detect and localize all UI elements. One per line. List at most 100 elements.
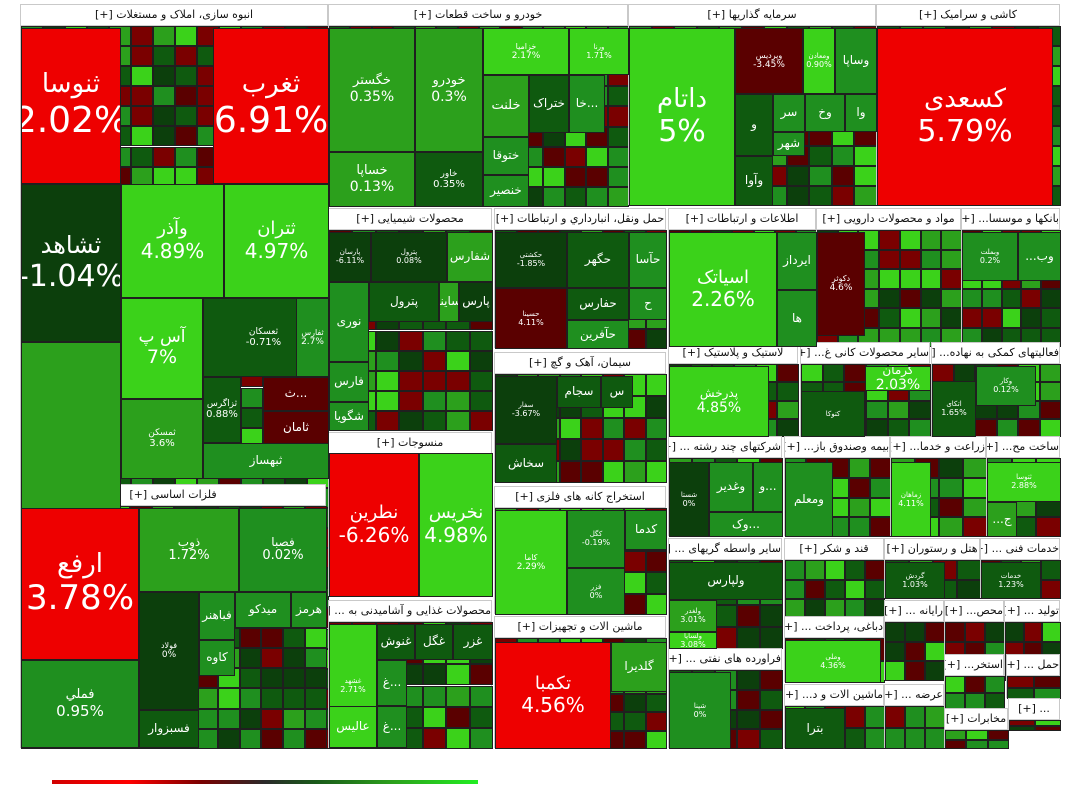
minor-symbol-tile[interactable] <box>375 330 400 351</box>
minor-symbol-tile[interactable] <box>848 458 870 478</box>
minor-symbol-tile[interactable] <box>446 350 470 371</box>
minor-symbol-tile[interactable] <box>925 661 945 681</box>
minor-symbol-tile[interactable] <box>305 728 327 749</box>
minor-symbol-tile[interactable] <box>217 728 240 749</box>
tile-14-8[interactable]: کاوه <box>199 640 235 676</box>
minor-symbol-tile[interactable] <box>469 410 493 431</box>
minor-symbol-tile[interactable] <box>831 146 855 166</box>
minor-symbol-tile[interactable] <box>375 410 400 431</box>
minor-symbol-tile[interactable] <box>985 692 1005 709</box>
minor-symbol-tile[interactable] <box>760 604 783 627</box>
tile-4-2[interactable]: شفارس <box>447 232 493 282</box>
minor-symbol-tile[interactable] <box>581 461 603 483</box>
minor-symbol-tile[interactable] <box>887 400 910 419</box>
tile-9-3[interactable]: سخاش <box>495 444 557 483</box>
minor-symbol-tile[interactable] <box>925 727 945 749</box>
minor-symbol-tile[interactable] <box>175 146 197 167</box>
minor-symbol-tile[interactable] <box>195 728 218 749</box>
minor-symbol-tile[interactable] <box>848 517 870 537</box>
minor-symbol-tile[interactable] <box>1018 418 1040 437</box>
minor-symbol-tile[interactable] <box>909 418 931 437</box>
sector-header[interactable]: محصولات غذایی و آشامیدنی به ... [+] <box>329 601 491 622</box>
tile-5-0[interactable]: حکشتی -1.85% <box>495 232 567 288</box>
minor-symbol-tile[interactable] <box>261 627 284 648</box>
minor-symbol-tile[interactable] <box>905 622 925 642</box>
minor-symbol-tile[interactable] <box>966 739 988 749</box>
sector-header[interactable]: انبوه سازی، املاک و مستغلات [+] <box>21 5 327 26</box>
sector-header[interactable]: مواد و محصولات دارویی [+] <box>817 209 960 230</box>
minor-symbol-tile[interactable] <box>777 364 799 383</box>
tile-24-0[interactable]: گردش 1.03% <box>885 562 945 599</box>
minor-symbol-tile[interactable] <box>1035 725 1061 731</box>
minor-symbol-tile[interactable] <box>845 706 865 728</box>
tile-14-5[interactable]: فباهنر <box>199 592 235 640</box>
minor-symbol-tile[interactable] <box>1007 676 1034 688</box>
sector-header[interactable]: محصولات شیمیایی [+] <box>329 209 491 230</box>
minor-symbol-tile[interactable] <box>283 668 306 689</box>
minor-symbol-tile[interactable] <box>879 288 900 308</box>
minor-symbol-tile[interactable] <box>963 497 987 518</box>
minor-symbol-tile[interactable] <box>399 330 423 351</box>
minor-symbol-tile[interactable] <box>1041 560 1061 580</box>
minor-symbol-tile[interactable] <box>607 166 629 187</box>
minor-symbol-tile[interactable] <box>175 126 197 147</box>
minor-symbol-tile[interactable] <box>241 387 263 408</box>
tile-2-3[interactable]: وساپا <box>835 28 877 94</box>
minor-symbol-tile[interactable] <box>777 418 799 437</box>
minor-symbol-tile[interactable] <box>469 390 493 411</box>
minor-symbol-tile[interactable] <box>777 382 799 401</box>
minor-symbol-tile[interactable] <box>962 288 982 308</box>
minor-symbol-tile[interactable] <box>261 647 284 668</box>
minor-symbol-tile[interactable] <box>446 664 470 686</box>
minor-symbol-tile[interactable] <box>1039 364 1061 383</box>
minor-symbol-tile[interactable] <box>239 668 262 689</box>
minor-symbol-tile[interactable] <box>1021 288 1042 308</box>
tile-8-1[interactable]: ...وب <box>1018 232 1061 281</box>
tile-1-2[interactable]: خساپا 0.13% <box>329 152 415 207</box>
minor-symbol-tile[interactable] <box>175 26 197 47</box>
minor-symbol-tile[interactable] <box>737 689 761 710</box>
minor-symbol-tile[interactable] <box>607 86 629 107</box>
minor-symbol-tile[interactable] <box>1036 517 1061 537</box>
tile-17-1[interactable]: گلدیرا <box>611 642 667 692</box>
minor-symbol-tile[interactable] <box>645 395 667 418</box>
minor-symbol-tile[interactable] <box>786 186 810 206</box>
tile-9-2[interactable]: س <box>601 376 633 408</box>
minor-symbol-tile[interactable] <box>446 727 470 749</box>
minor-symbol-tile[interactable] <box>963 477 987 498</box>
minor-symbol-tile[interactable] <box>375 370 400 391</box>
minor-symbol-tile[interactable] <box>899 249 921 269</box>
minor-symbol-tile[interactable] <box>845 579 865 600</box>
tile-20-0[interactable]: زماهان 4.11% <box>891 462 931 537</box>
minor-symbol-tile[interactable] <box>987 730 1009 740</box>
tile-14-2[interactable]: فصبا 0.02% <box>239 508 327 592</box>
tile-1-9[interactable]: ختوقا <box>483 137 529 175</box>
minor-symbol-tile[interactable] <box>866 400 888 419</box>
minor-symbol-tile[interactable] <box>939 458 963 478</box>
minor-symbol-tile[interactable] <box>801 364 823 383</box>
tile-0-1[interactable]: ثغرب 6.91% <box>213 28 329 184</box>
tile-1-6[interactable]: خلنت <box>483 75 529 137</box>
tile-21-0[interactable]: ثتوسا 2.88% <box>987 462 1061 502</box>
minor-symbol-tile[interactable] <box>175 86 197 107</box>
minor-symbol-tile[interactable] <box>714 604 738 627</box>
minor-symbol-tile[interactable] <box>879 269 900 289</box>
minor-symbol-tile[interactable] <box>239 728 262 749</box>
minor-symbol-tile[interactable] <box>885 661 905 681</box>
minor-symbol-tile[interactable] <box>945 739 967 749</box>
minor-symbol-tile[interactable] <box>869 477 891 498</box>
minor-symbol-tile[interactable] <box>939 477 963 498</box>
tile-1-4[interactable]: خزامیا 2.17% <box>483 28 569 75</box>
minor-symbol-tile[interactable] <box>925 706 945 728</box>
minor-symbol-tile[interactable] <box>305 688 327 709</box>
tile-1-0[interactable]: خگستر 0.35% <box>329 28 415 152</box>
minor-symbol-tile[interactable] <box>760 729 783 749</box>
sector-header[interactable]: مخابرات [+] <box>945 709 1007 730</box>
minor-symbol-tile[interactable] <box>375 390 400 411</box>
minor-symbol-tile[interactable] <box>283 627 306 648</box>
tile-13-0[interactable]: وکار 0.12% <box>976 366 1036 406</box>
tile-4-5[interactable]: ساینا <box>439 282 459 322</box>
minor-symbol-tile[interactable] <box>543 166 565 187</box>
minor-symbol-tile[interactable] <box>581 417 603 440</box>
tile-2-4[interactable]: و <box>735 94 773 156</box>
